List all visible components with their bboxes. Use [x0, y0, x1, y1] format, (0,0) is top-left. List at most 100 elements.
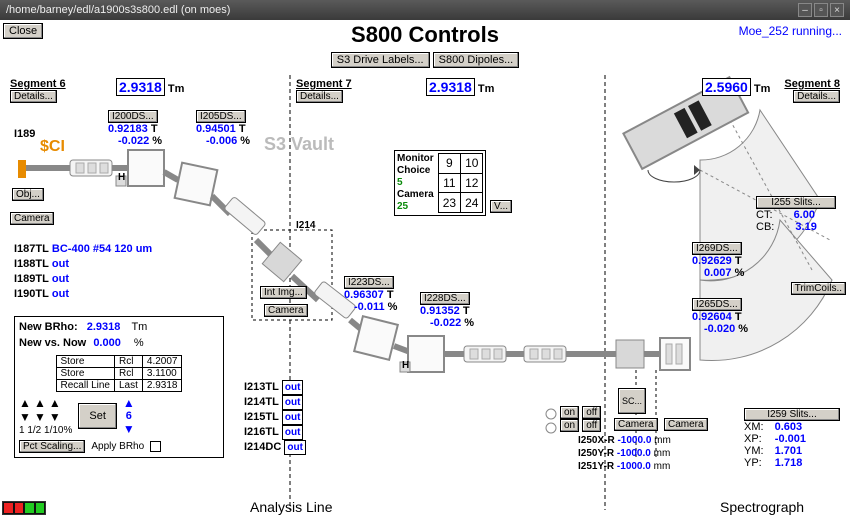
pct-scaling-button[interactable]: Pct Scaling... [19, 440, 85, 453]
minimize-button[interactable]: – [798, 3, 812, 17]
arrow-up-2[interactable]: ▲ [34, 396, 46, 410]
new-brho-value: 2.9318 [87, 321, 121, 333]
monitor-camera-value: 25 [397, 201, 408, 212]
on-button-2[interactable]: on [560, 419, 579, 432]
monitor-grid[interactable]: 910 1112 2324 [438, 153, 484, 213]
seg8-camera-button-1[interactable]: Camera [614, 418, 658, 431]
store-button-2[interactable]: Store [56, 368, 114, 380]
obj-button[interactable]: Obj... [12, 188, 44, 201]
i269ds-button[interactable]: I269DS... [692, 242, 742, 255]
s800-dipoles-button[interactable]: S800 Dipoles... [433, 52, 520, 68]
i205-v2: -0.006 [206, 135, 237, 147]
monitor-choice-value: 5 [397, 177, 403, 188]
i214dc-value: out [284, 440, 306, 455]
arrow-down-2[interactable]: ▼ [34, 410, 46, 424]
spectrograph-label: Spectrograph [720, 499, 804, 515]
maximize-button[interactable]: ▫ [814, 3, 828, 17]
sc-button[interactable]: SC... [618, 388, 646, 414]
i228-v1: 0.91352 [420, 305, 460, 317]
seg8-brho: 2.5960 [705, 79, 748, 95]
spin-up[interactable]: ▲ [123, 396, 135, 410]
i223-v2: -0.011 [354, 301, 385, 313]
seg6-brho-unit: Tm [168, 83, 185, 95]
i214tl-value: out [282, 395, 304, 410]
i255-slits-button[interactable]: I255 Slits... [756, 196, 836, 209]
i265-v1: 0.92604 [692, 311, 732, 323]
i190tl-value: out [52, 288, 69, 300]
status-text: Moe_252 running... [739, 24, 842, 38]
trimcoils-button[interactable]: TrimCoils.. [791, 282, 846, 295]
cb-value: 3.19 [795, 221, 816, 233]
i228ds-button[interactable]: I228DS... [420, 292, 470, 305]
i265ds-button[interactable]: I265DS... [692, 298, 742, 311]
rcl-button-1[interactable]: Rcl [114, 356, 142, 368]
rcl-button-2[interactable]: Rcl [114, 368, 142, 380]
apply-brho-checkbox[interactable] [150, 441, 161, 452]
i250x-value: -1000.0 [617, 435, 651, 446]
page-title: S800 Controls [0, 22, 850, 48]
i200-v1: 0.92183 [108, 123, 148, 135]
segment-7-details-button[interactable]: Details... [296, 90, 343, 103]
i200ds-button[interactable]: I200DS... [108, 110, 158, 123]
off-button-1[interactable]: off [582, 406, 601, 419]
segment-6-label: Segment 6 [10, 78, 66, 90]
i223ds-button[interactable]: I223DS... [344, 276, 394, 289]
led-strip [2, 501, 46, 515]
arrow-down-3[interactable]: ▼ [49, 410, 61, 424]
i228-v2: -0.022 [430, 317, 461, 329]
xp-value: -0.001 [775, 433, 806, 445]
seg7-h: H [402, 360, 409, 371]
i213tl-value: out [282, 380, 304, 395]
i205-v1: 0.94501 [196, 123, 236, 135]
i188tl-value: out [52, 258, 69, 270]
spin-value: 6 [126, 410, 132, 422]
seg6-camera-button[interactable]: Camera [10, 212, 54, 225]
analysis-line-label: Analysis Line [250, 499, 333, 515]
set-button[interactable]: Set [78, 403, 117, 429]
spin-down[interactable]: ▼ [123, 422, 135, 436]
i259-slits-button[interactable]: I259 Slits... [744, 408, 840, 421]
seg6-h: H [118, 172, 125, 183]
seg6-brho: 2.9318 [119, 79, 162, 95]
arrow-up-1[interactable]: ▲ [19, 396, 31, 410]
recall-line-button[interactable]: Recall Line [56, 380, 114, 392]
seg7-brho: 2.9318 [429, 79, 472, 95]
seg8-camera-button-2[interactable]: Camera [664, 418, 708, 431]
sci-label: $CI [40, 138, 65, 156]
seg7-camera-button[interactable]: Camera [264, 304, 308, 317]
segment-6-details-button[interactable]: Details... [10, 90, 57, 103]
yp-value: 1.718 [775, 457, 803, 469]
titlebar: /home/barney/edl/a1900s3s800.edl (on moe… [0, 0, 850, 20]
segment-8-details-button[interactable]: Details... [793, 90, 840, 103]
store-button-1[interactable]: Store [56, 356, 114, 368]
ct-value: 6.00 [794, 209, 815, 221]
window-title: /home/barney/edl/a1900s3s800.edl (on moe… [6, 4, 230, 16]
s3-drive-labels-button[interactable]: S3 Drive Labels... [331, 52, 430, 68]
i269-v2: 0.007 [704, 267, 732, 279]
off-button-2[interactable]: off [582, 419, 601, 432]
i250y-value: -1000.0 [617, 448, 651, 459]
arrow-down-1[interactable]: ▼ [19, 410, 31, 424]
v-button[interactable]: V... [490, 200, 512, 213]
arrow-up-3[interactable]: ▲ [49, 396, 61, 410]
i214-label: I214 [296, 220, 315, 231]
i223-v1: 0.96307 [344, 289, 384, 301]
i265-v2: -0.020 [704, 323, 735, 335]
i200-v2: -0.022 [118, 135, 149, 147]
s3-vault-label: S3 Vault [264, 134, 334, 155]
i251y-value: -1000.0 [617, 461, 651, 472]
close-window-button[interactable]: × [830, 3, 844, 17]
segment-8-label: Segment 8 [784, 78, 840, 90]
i205ds-button[interactable]: I205DS... [196, 110, 246, 123]
segment-7-label: Segment 7 [296, 78, 352, 90]
i187tl-value: BC-400 #54 120 um [52, 243, 152, 255]
on-button-1[interactable]: on [560, 406, 579, 419]
xm-value: 0.603 [775, 421, 803, 433]
i215tl-value: out [282, 410, 304, 425]
i216tl-value: out [282, 425, 304, 440]
last-button[interactable]: Last [114, 380, 142, 392]
i189tl-value: out [52, 273, 69, 285]
ym-value: 1.701 [775, 445, 803, 457]
int-img-button[interactable]: Int Img... [260, 286, 307, 299]
i269-v1: 0.92629 [692, 255, 732, 267]
